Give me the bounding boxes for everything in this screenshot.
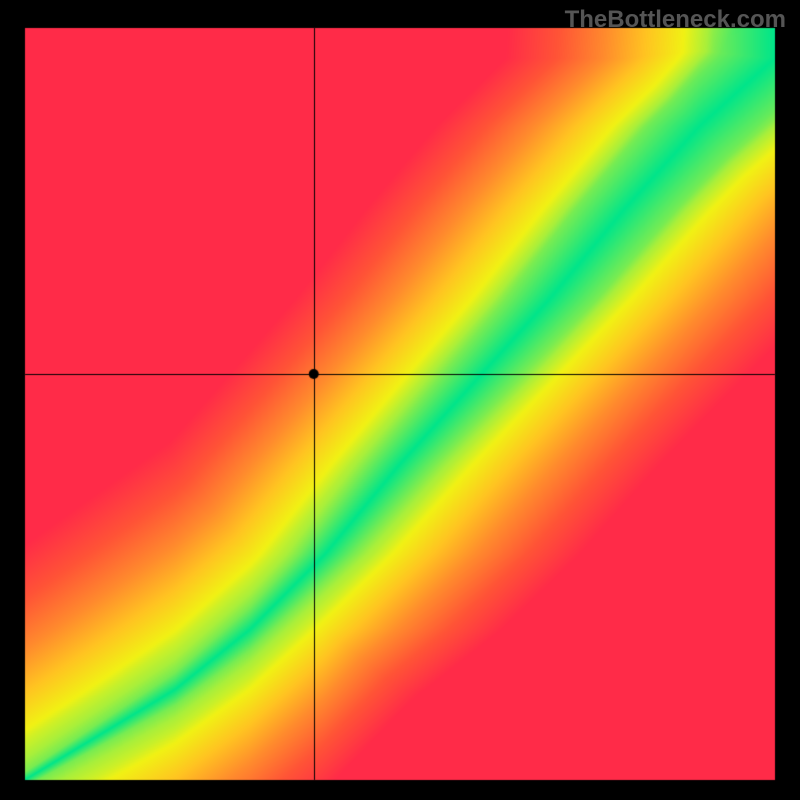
chart-container: TheBottleneck.com: [0, 0, 800, 800]
watermark-text: TheBottleneck.com: [565, 6, 786, 34]
crosshair-overlay: [0, 0, 800, 800]
